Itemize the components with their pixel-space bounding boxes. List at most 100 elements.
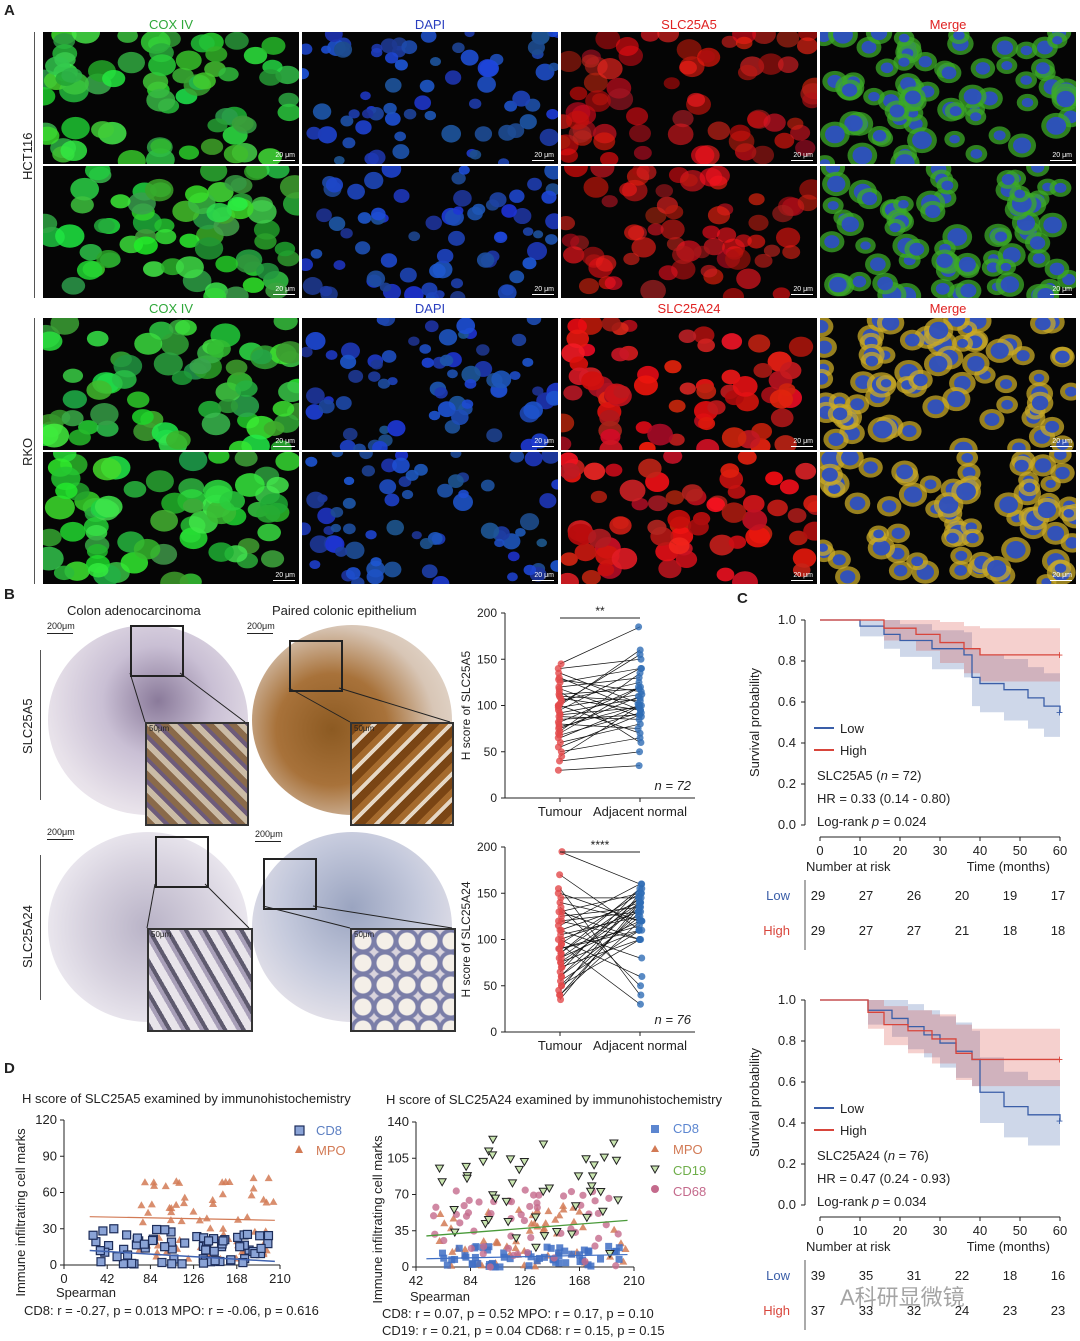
cell: [655, 184, 674, 198]
cell-line-label: RKO: [20, 437, 35, 466]
cell: [254, 233, 277, 250]
x-tick-label: 210: [623, 1273, 645, 1288]
zoom-inset: 50μm: [145, 722, 249, 826]
cell: [707, 400, 726, 415]
cell: [205, 46, 228, 63]
nucleus: [383, 561, 402, 578]
scale-bar-line: [532, 446, 554, 447]
zoom-box: [155, 836, 209, 888]
mpo-point: [221, 1177, 230, 1185]
tumour-point: [558, 973, 566, 980]
nucleus: [889, 104, 905, 118]
legend-label: CD68: [673, 1184, 706, 1199]
nucleus: [865, 355, 879, 367]
cell: [178, 145, 200, 160]
scale-bar-line: [532, 580, 554, 581]
nucleus: [925, 204, 941, 219]
cd68-point: [581, 1257, 589, 1266]
tumour-point: [554, 766, 562, 774]
y-tick-label: 50: [484, 979, 498, 993]
nucleus: [820, 373, 829, 385]
nucleus: [828, 432, 844, 446]
nucleus: [366, 270, 386, 288]
paired-scatter-slc25a5: 0 50 100 150 200 Tumour Adjacent normal H score…: [459, 604, 695, 819]
correlation-stats: CD19: r = 0.21, p = 0.04 CD68: r = 0.15,…: [382, 1323, 665, 1338]
cd19-point: [490, 1194, 501, 1204]
cell: [665, 490, 685, 505]
nucleus: [340, 115, 354, 127]
nucleus: [904, 333, 920, 347]
nucleus: [877, 276, 893, 291]
mpo-point: [449, 1214, 458, 1222]
nucleus: [903, 486, 923, 503]
pair-line: [559, 668, 641, 711]
nucleus: [1000, 379, 1013, 390]
cell: [745, 526, 771, 548]
nucleus: [827, 200, 839, 210]
nucleus: [302, 346, 313, 358]
cd19-point: [511, 1234, 522, 1243]
col-title-paired-epithelium: Paired colonic epithelium: [272, 603, 417, 618]
cell: [700, 264, 718, 278]
normal-point: [637, 665, 645, 672]
nucleus: [1055, 350, 1070, 364]
nucleus: [990, 342, 1009, 359]
nucleus: [1006, 541, 1026, 559]
nucleus: [450, 291, 466, 298]
nucleus: [509, 189, 525, 203]
nucleus: [497, 284, 517, 298]
nucleus: [476, 344, 490, 356]
cd19-point: [585, 1187, 596, 1197]
tumour-point: [554, 889, 562, 897]
cd19-point: [605, 1250, 615, 1259]
risk-count: 20: [955, 888, 969, 903]
micrograph-merge: 20 μm: [820, 318, 1076, 450]
cd68-point: [456, 1219, 464, 1227]
y-tick-label: 150: [477, 652, 497, 666]
cell: [633, 375, 658, 396]
nucleus: [1062, 273, 1076, 286]
cd68-point: [464, 1209, 473, 1217]
nucleus: [334, 546, 348, 557]
nucleus: [840, 570, 856, 584]
cell: [597, 563, 615, 577]
cell: [242, 277, 265, 293]
cell: [737, 452, 757, 465]
nucleus: [325, 177, 344, 193]
legend-swatch-cd19: [650, 1165, 660, 1175]
x-tick-label: 40: [973, 1223, 987, 1238]
normal-point: [636, 651, 644, 659]
cell: [735, 234, 752, 248]
scale-bar: 20 μm: [273, 572, 295, 581]
panel-label-d: D: [4, 1060, 15, 1077]
cell: [200, 166, 228, 182]
pair-line: [559, 626, 641, 665]
y-tick-label: 0: [490, 1025, 497, 1039]
cell: [609, 516, 632, 535]
cell: [175, 50, 202, 71]
cell: [154, 218, 175, 233]
nucleus: [984, 412, 1000, 427]
mpo-point: [147, 1200, 156, 1208]
cd68-point: [602, 1221, 610, 1229]
normal-point: [637, 903, 645, 911]
zoom-inset: 50μm: [350, 928, 456, 1032]
cd68-point: [614, 1230, 622, 1238]
nucleus: [309, 560, 321, 570]
mpo-point: [621, 1245, 630, 1253]
normal-point: [638, 690, 646, 698]
y-tick-label: 0.6: [778, 694, 796, 709]
y-tick-label: 150: [477, 886, 497, 900]
pair-line: [559, 707, 641, 716]
micrograph-merge: 20 μm: [820, 32, 1076, 164]
cell: [696, 439, 720, 450]
y-axis-label: Immune infiltrating cell marks: [13, 1128, 28, 1297]
cell: [90, 403, 119, 426]
y-axis-label: H score of SLC25A5: [459, 650, 473, 760]
nucleus: [1056, 90, 1075, 108]
micrograph-cells: [43, 452, 299, 584]
cell: [43, 331, 63, 351]
p-value: = 0.024: [879, 814, 926, 829]
nucleus: [872, 540, 891, 556]
nucleus: [386, 519, 405, 536]
